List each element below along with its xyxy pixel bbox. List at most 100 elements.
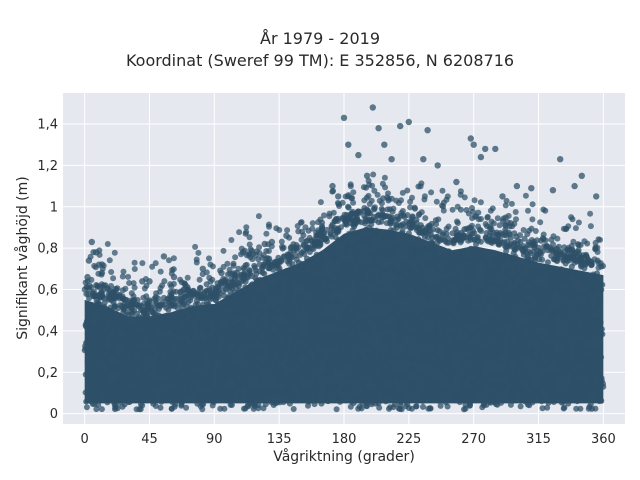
data-point [392,233,399,240]
data-point [563,309,569,316]
data-point [87,331,94,338]
data-point [532,241,539,248]
data-point [312,377,319,384]
data-point [166,257,172,264]
data-point [155,341,162,348]
data-point [417,250,424,257]
data-point [106,257,113,264]
data-point [490,272,497,279]
data-point [290,317,297,324]
data-point [523,310,530,317]
data-point [232,254,239,261]
data-point [522,349,529,356]
data-point [191,362,198,369]
data-point [565,268,572,275]
data-point [149,339,156,346]
data-point [337,338,344,345]
data-point [592,246,599,253]
data-point [258,325,265,332]
data-point [328,386,335,393]
data-point [241,276,248,282]
data-point [537,219,544,226]
data-point [243,224,250,231]
data-point [199,406,206,413]
data-point [121,396,128,403]
data-point [372,300,378,307]
data-point [516,386,523,392]
data-point [105,294,112,301]
data-point [275,292,282,299]
data-point [135,302,142,309]
data-point [266,306,273,313]
data-point [231,295,238,302]
data-point [178,367,185,374]
data-point [254,359,261,366]
data-point [347,338,354,345]
data-point [290,378,297,384]
data-point [399,314,406,320]
data-point [250,369,257,376]
data-point [102,308,109,315]
data-point [469,230,476,237]
data-point [522,245,529,252]
outlier-point [199,265,206,272]
data-point [429,333,436,340]
data-point [525,401,531,408]
data-point [582,260,589,267]
data-point [550,357,557,364]
data-point [413,227,420,234]
data-point [396,281,403,288]
data-point [449,230,456,237]
data-point [369,357,375,364]
data-point [127,343,133,350]
data-point [346,347,353,354]
data-point [206,286,213,293]
data-point [247,395,254,402]
data-point [434,320,441,327]
data-point [522,192,529,199]
data-point [323,226,330,233]
data-point [386,336,393,343]
data-point [484,296,491,303]
data-point [249,256,256,263]
data-point [507,265,514,272]
data-point [575,325,582,332]
data-point [237,393,244,400]
outlier-point [420,156,427,163]
data-point [114,365,121,372]
data-point [481,402,487,409]
data-point [333,382,339,389]
data-point [145,385,152,392]
data-point [428,231,435,238]
data-point [313,386,320,393]
data-point [342,384,349,391]
data-point [277,356,284,362]
data-point [532,294,539,301]
data-point [276,399,283,406]
data-point [283,337,290,344]
data-point [502,280,509,287]
data-point [424,295,431,302]
data-point [302,337,309,344]
data-point [334,270,341,277]
outlier-point [170,273,178,281]
data-point [330,188,337,194]
data-point [121,316,128,323]
data-point [313,393,319,400]
data-point [523,298,530,305]
data-point [556,359,563,366]
data-point [101,378,108,384]
data-point [570,371,577,378]
data-point [577,405,584,412]
data-point [596,344,603,351]
outlier-point [434,162,441,169]
data-point [582,277,589,284]
data-point [220,247,227,254]
data-point [297,292,304,299]
data-point [295,259,302,266]
data-point [413,220,420,227]
x-axis-ticks: 0 45 90 135 180 225 270 315 360 [80,432,615,447]
data-point [531,331,538,338]
y-tick-label: 0 [50,407,58,422]
data-point [497,288,504,294]
